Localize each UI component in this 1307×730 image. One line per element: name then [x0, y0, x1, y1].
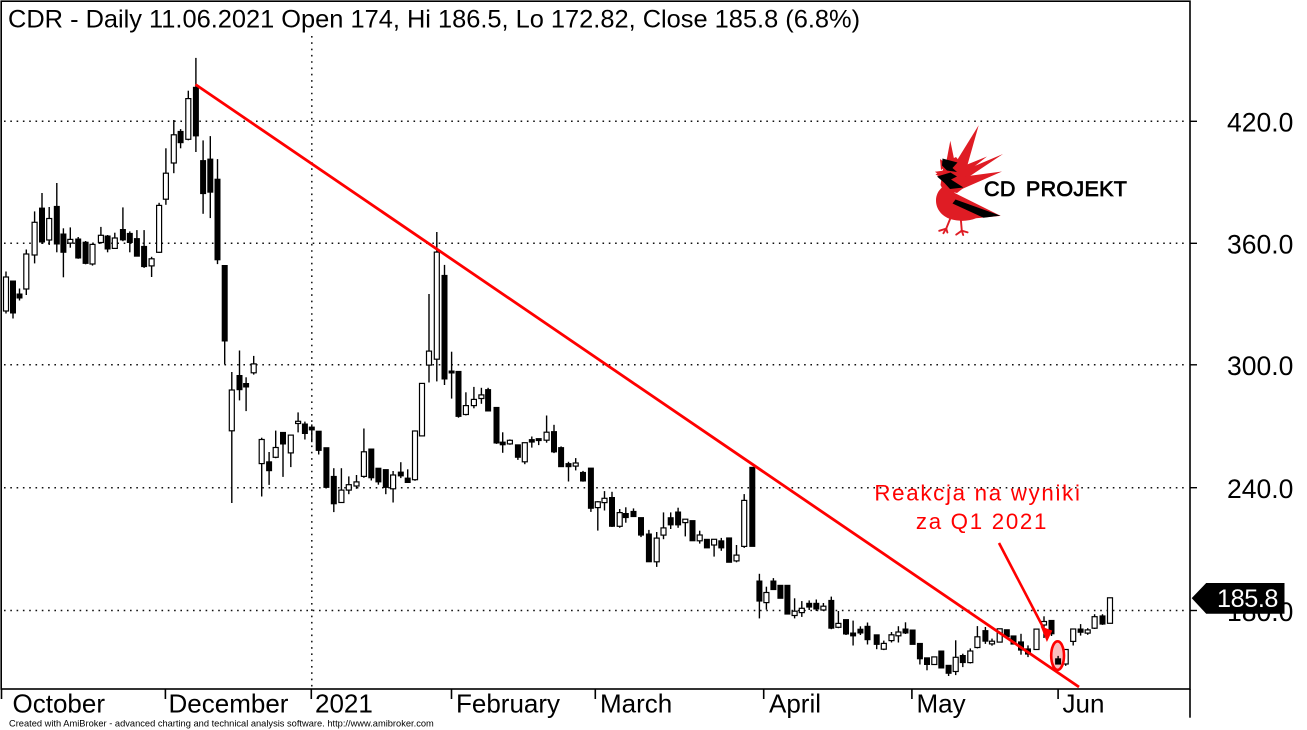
svg-text:360.0: 360.0: [1227, 230, 1293, 260]
svg-text:185.8: 185.8: [1217, 585, 1278, 613]
svg-text:CDR - Daily 11.06.2021 Open 17: CDR - Daily 11.06.2021 Open 174, Hi 186.…: [8, 6, 860, 34]
svg-text:420.0: 420.0: [1227, 108, 1293, 138]
svg-text:February: February: [456, 689, 560, 719]
svg-text:April: April: [769, 689, 821, 719]
svg-text:December: December: [169, 689, 289, 719]
svg-text:300.0: 300.0: [1227, 351, 1293, 381]
svg-text:za Q1 2021: za Q1 2021: [916, 509, 1048, 534]
svg-text:May: May: [917, 689, 966, 719]
svg-text:Reakcja na wyniki: Reakcja na wyniki: [874, 481, 1081, 506]
svg-text:October: October: [13, 689, 106, 719]
svg-text:CD PROJEKT: CD PROJEKT: [984, 177, 1127, 201]
svg-text:2021: 2021: [315, 689, 373, 719]
svg-text:Created with AmiBroker - advan: Created with AmiBroker - advanced charti…: [9, 719, 434, 729]
svg-text:Jun: Jun: [1063, 689, 1105, 719]
svg-text:March: March: [600, 689, 672, 719]
svg-text:240.0: 240.0: [1227, 474, 1293, 504]
